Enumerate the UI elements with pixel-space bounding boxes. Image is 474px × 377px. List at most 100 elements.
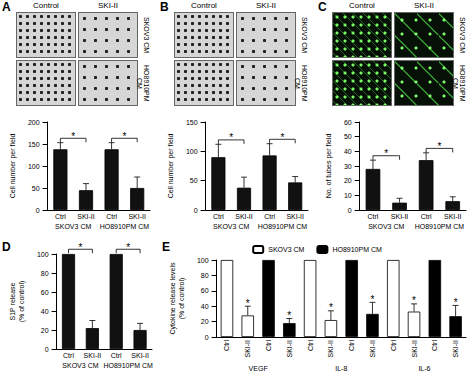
svg-text:SKOV3 CM: SKOV3 CM: [55, 223, 91, 230]
svg-text:Cytokine release levels: Cytokine release levels: [169, 262, 177, 334]
svg-text:SKI-II: SKI-II: [244, 340, 251, 358]
html-text:HO8910PM CM: HO8910PM CM: [452, 64, 466, 102]
svg-text:80: 80: [41, 270, 49, 277]
html-text:HO8910PM CM: HO8910PM CM: [294, 64, 308, 102]
svg-text:100: 100: [37, 251, 49, 258]
html-text:C: C: [318, 0, 327, 14]
svg-text:150: 150: [186, 119, 198, 126]
svg-text:40: 40: [344, 148, 352, 155]
svg-text:Ctrl: Ctrl: [55, 213, 66, 220]
svg-text:20: 20: [201, 318, 209, 325]
svg-text:Ctrl: Ctrl: [264, 213, 275, 220]
svg-text:SKI-II: SKI-II: [391, 213, 409, 220]
svg-text:*: *: [384, 148, 388, 159]
svg-text:200: 200: [28, 119, 40, 126]
svg-text:SKI-II: SKI-II: [444, 213, 462, 220]
svg-text:60: 60: [41, 289, 49, 296]
svg-text:SKI-II: SKI-II: [286, 340, 293, 358]
svg-text:Ctrl: Ctrl: [368, 213, 379, 220]
html-text:Control: Control: [191, 1, 217, 10]
svg-text:*: *: [412, 295, 416, 306]
svg-text:50: 50: [190, 177, 198, 184]
svg-text:*: *: [437, 141, 441, 152]
svg-text:(% of control): (% of control): [18, 281, 26, 323]
svg-text:Cell number per field: Cell number per field: [167, 134, 175, 199]
svg-text:30: 30: [344, 163, 352, 170]
svg-text:Ctrl: Ctrl: [111, 352, 122, 359]
svg-text:SKOV3 CM: SKOV3 CM: [268, 246, 304, 253]
html-text:A: A: [2, 0, 11, 14]
svg-text:SKI-II: SKI-II: [327, 340, 334, 358]
svg-text:*: *: [454, 297, 458, 308]
svg-text:Ctrl: Ctrl: [307, 340, 314, 351]
svg-text:0: 0: [205, 334, 209, 341]
svg-text:Cell number per field: Cell number per field: [9, 134, 17, 199]
svg-text:SKI-II: SKI-II: [235, 213, 253, 220]
svg-text:*: *: [371, 294, 375, 305]
svg-text:SKOV3 CM: SKOV3 CM: [368, 223, 404, 230]
svg-text:SKI-II: SKI-II: [77, 213, 95, 220]
svg-text:S1P release: S1P release: [9, 282, 16, 320]
svg-text:HO8910PM CM: HO8910PM CM: [258, 223, 308, 230]
svg-text:60: 60: [344, 119, 352, 126]
svg-text:Ctrl: Ctrl: [390, 340, 397, 351]
svg-text:SKI-II: SKI-II: [452, 340, 459, 358]
svg-text:60: 60: [201, 287, 209, 294]
svg-text:100: 100: [186, 148, 198, 155]
html-text:SKI-II: SKI-II: [256, 1, 276, 10]
svg-text:Ctrl: Ctrl: [223, 340, 230, 351]
svg-text:Ctrl: Ctrl: [421, 213, 432, 220]
svg-text:IL-8: IL-8: [335, 365, 347, 372]
svg-text:40: 40: [41, 308, 49, 315]
svg-text:100: 100: [28, 163, 40, 170]
svg-text:*: *: [229, 132, 233, 143]
svg-text:SKI-II: SKI-II: [84, 352, 102, 359]
svg-text:IL-6: IL-6: [418, 365, 430, 372]
svg-text:VEGF: VEGF: [249, 365, 268, 372]
svg-text:Ctrl: Ctrl: [431, 340, 438, 351]
svg-text:*: *: [280, 132, 284, 143]
svg-text:SKI-II: SKI-II: [131, 352, 149, 359]
svg-text:SKI-II: SKI-II: [128, 213, 146, 220]
svg-text:40: 40: [201, 303, 209, 310]
svg-text:0: 0: [36, 207, 40, 214]
svg-text:HO8910PM CM: HO8910PM CM: [415, 223, 465, 230]
svg-text:50: 50: [344, 133, 352, 140]
svg-text:*: *: [78, 242, 82, 253]
svg-text:SKI-II: SKI-II: [286, 213, 304, 220]
svg-text:(% of control): (% of control): [178, 278, 186, 320]
svg-text:SKI-II: SKI-II: [369, 340, 376, 358]
svg-text:*: *: [329, 302, 333, 313]
svg-text:10: 10: [344, 192, 352, 199]
svg-text:Ctrl: Ctrl: [63, 352, 74, 359]
svg-text:0: 0: [194, 207, 198, 214]
svg-text:Ctrl: Ctrl: [106, 213, 117, 220]
svg-text:Ctrl: Ctrl: [265, 340, 272, 351]
svg-text:Ctrl: Ctrl: [213, 213, 224, 220]
svg-text:*: *: [126, 242, 130, 253]
svg-text:HO8910PM CM: HO8910PM CM: [100, 223, 150, 230]
svg-text:*: *: [246, 298, 250, 309]
svg-text:SKI-II: SKI-II: [411, 340, 418, 358]
svg-text:*: *: [122, 131, 126, 142]
svg-text:Ctrl: Ctrl: [348, 340, 355, 351]
svg-text:150: 150: [28, 141, 40, 148]
svg-text:HO8910PM CM: HO8910PM CM: [103, 362, 153, 369]
svg-text:50: 50: [32, 185, 40, 192]
svg-text:0: 0: [348, 207, 352, 214]
svg-text:HO8910PM CM: HO8910PM CM: [332, 246, 382, 253]
svg-text:100: 100: [197, 257, 209, 264]
svg-text:*: *: [287, 310, 291, 321]
svg-text:0: 0: [45, 346, 49, 353]
html-text:Control: Control: [33, 1, 59, 10]
html-text:SKI-II: SKI-II: [98, 1, 118, 10]
svg-text:SKOV3 CM: SKOV3 CM: [62, 362, 98, 369]
html-text:HO8910PM CM: HO8910PM CM: [136, 64, 150, 102]
html-text:B: B: [160, 0, 169, 14]
svg-text:SKOV3 CM: SKOV3 CM: [213, 223, 249, 230]
svg-text:*: *: [71, 131, 75, 142]
svg-text:80: 80: [201, 272, 209, 279]
svg-text:No. of tubes per field: No. of tubes per field: [325, 134, 333, 199]
svg-text:20: 20: [41, 327, 49, 334]
svg-text:20: 20: [344, 177, 352, 184]
